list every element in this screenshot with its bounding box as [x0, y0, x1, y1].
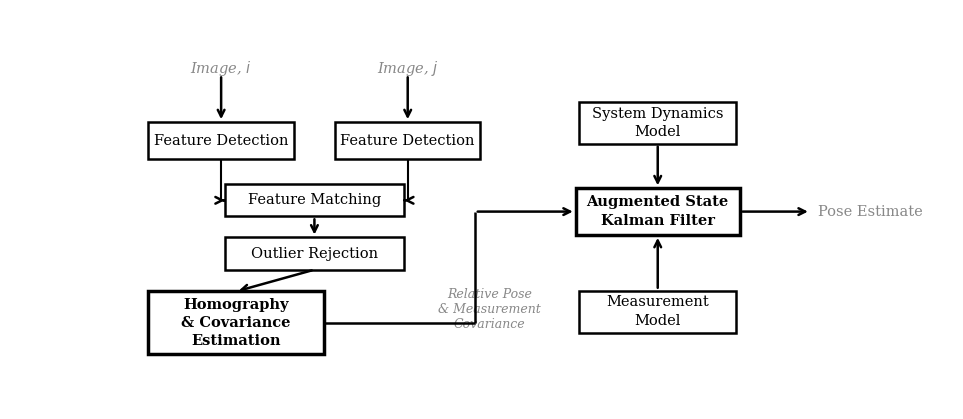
Text: Homography
& Covariance
Estimation: Homography & Covariance Estimation — [181, 297, 291, 348]
Text: Feature Detection: Feature Detection — [341, 134, 475, 147]
Bar — [335, 122, 481, 159]
Bar — [148, 122, 294, 159]
Text: Image, $i$: Image, $i$ — [190, 59, 252, 78]
Text: Feature Detection: Feature Detection — [154, 134, 288, 147]
Text: Relative Pose
& Measurement
Covariance: Relative Pose & Measurement Covariance — [438, 289, 541, 331]
Text: Outlier Rejection: Outlier Rejection — [250, 246, 378, 261]
Bar — [225, 238, 404, 270]
Text: Augmented State
Kalman Filter: Augmented State Kalman Filter — [586, 195, 729, 228]
Bar — [580, 291, 736, 333]
Text: Feature Matching: Feature Matching — [247, 193, 381, 207]
Text: Pose Estimate: Pose Estimate — [819, 204, 923, 219]
Text: System Dynamics
Model: System Dynamics Model — [592, 107, 723, 139]
Bar — [576, 188, 740, 235]
Bar — [580, 102, 736, 144]
Bar — [225, 184, 404, 217]
Text: Image, $j$: Image, $j$ — [377, 59, 439, 78]
Text: Measurement
Model: Measurement Model — [607, 295, 709, 328]
Bar — [148, 292, 324, 354]
